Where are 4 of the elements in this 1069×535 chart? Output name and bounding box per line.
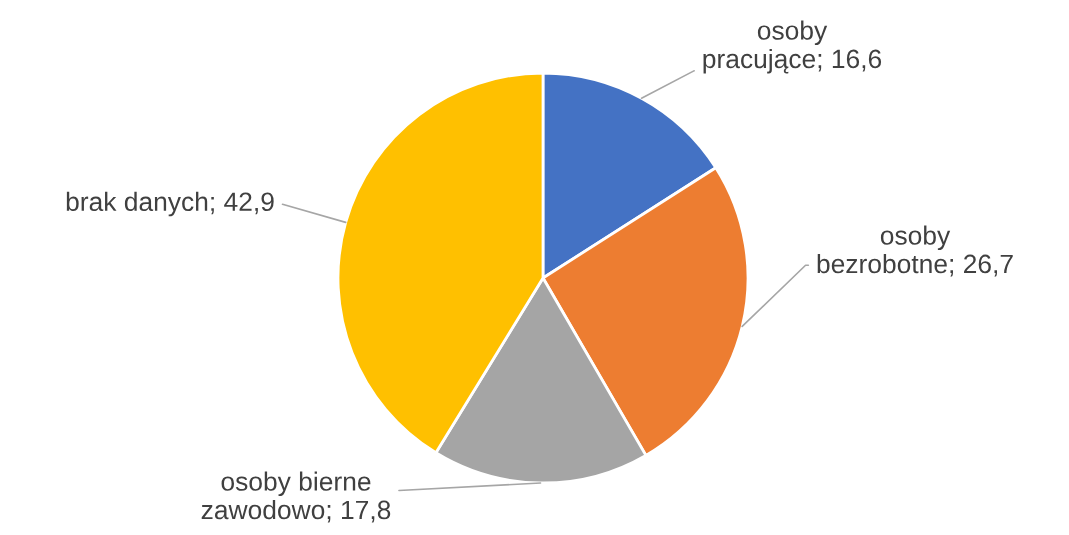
slice-label: brak danych; 42,9	[66, 191, 274, 217]
slice-label: osoby bierne zawodowo; 17,8	[201, 471, 391, 523]
slice-label: osoby pracujące; 16,6	[703, 20, 882, 74]
slice-label: osoby bezrobotne; 26,7	[817, 225, 1013, 277]
